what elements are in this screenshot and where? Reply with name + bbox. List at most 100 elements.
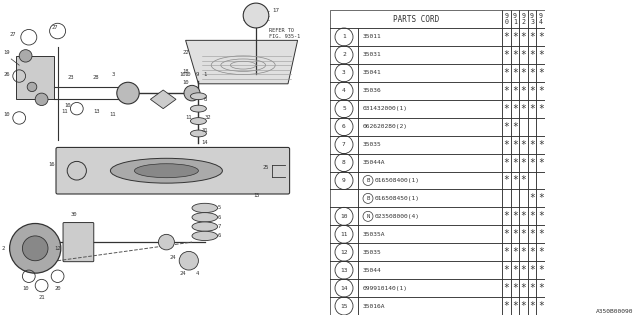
Text: *: * (529, 157, 535, 168)
Text: 9: 9 (195, 72, 198, 77)
Text: *: * (512, 211, 518, 221)
Text: *: * (512, 86, 518, 96)
Text: 9
4: 9 4 (539, 12, 543, 26)
Text: *: * (504, 68, 509, 78)
Text: *: * (512, 265, 518, 275)
Text: 28: 28 (93, 75, 99, 80)
Text: *: * (520, 157, 527, 168)
Circle shape (184, 85, 200, 101)
Text: 23: 23 (67, 75, 74, 80)
Text: 35035: 35035 (363, 250, 381, 255)
Text: 1: 1 (342, 35, 346, 39)
Text: *: * (529, 50, 535, 60)
Text: 031432000(1): 031432000(1) (363, 106, 408, 111)
Text: *: * (504, 265, 509, 275)
FancyBboxPatch shape (63, 222, 93, 262)
Text: 10: 10 (179, 72, 186, 77)
Circle shape (19, 50, 32, 62)
Text: 8: 8 (204, 97, 207, 102)
Ellipse shape (192, 231, 218, 241)
Text: *: * (538, 104, 543, 114)
Text: *: * (504, 157, 509, 168)
Ellipse shape (191, 118, 206, 124)
Text: N: N (366, 214, 370, 219)
Text: *: * (529, 104, 535, 114)
Text: 14: 14 (340, 285, 348, 291)
Text: 22: 22 (182, 50, 189, 55)
Text: *: * (538, 247, 543, 257)
Text: 12: 12 (54, 246, 61, 251)
Text: 15: 15 (253, 193, 259, 198)
Text: *: * (520, 301, 527, 311)
Text: *: * (504, 104, 509, 114)
Circle shape (67, 161, 86, 180)
Text: 016508400(1): 016508400(1) (375, 178, 420, 183)
FancyBboxPatch shape (56, 148, 290, 194)
Text: 35044: 35044 (363, 268, 381, 273)
Text: 35044A: 35044A (363, 160, 385, 165)
Text: *: * (512, 157, 518, 168)
Text: 9
3: 9 3 (530, 12, 534, 26)
Text: 099910140(1): 099910140(1) (363, 285, 408, 291)
Text: 35035A: 35035A (363, 232, 385, 237)
Circle shape (27, 82, 36, 92)
Ellipse shape (134, 164, 198, 178)
Text: 10: 10 (64, 103, 70, 108)
Text: *: * (512, 140, 518, 149)
Text: 11: 11 (61, 109, 67, 114)
Text: *: * (512, 32, 518, 42)
Circle shape (22, 236, 48, 261)
Text: *: * (504, 50, 509, 60)
Text: 20: 20 (54, 286, 61, 291)
Text: *: * (538, 140, 543, 149)
Text: *: * (504, 301, 509, 311)
Text: 016508450(1): 016508450(1) (375, 196, 420, 201)
Text: 13: 13 (340, 268, 348, 273)
Text: *: * (520, 68, 527, 78)
Text: *: * (520, 229, 527, 239)
Text: B: B (366, 178, 370, 183)
FancyBboxPatch shape (16, 56, 54, 99)
Text: *: * (504, 211, 509, 221)
Text: *: * (529, 301, 535, 311)
Text: 25: 25 (262, 165, 269, 170)
Text: 10: 10 (22, 286, 29, 291)
Text: *: * (512, 301, 518, 311)
Text: *: * (504, 122, 509, 132)
Text: 17: 17 (272, 8, 279, 13)
Circle shape (243, 3, 269, 28)
Text: 5: 5 (342, 106, 346, 111)
Text: 10: 10 (182, 80, 189, 85)
Text: 4: 4 (195, 271, 198, 276)
Text: 14: 14 (202, 140, 208, 145)
Ellipse shape (192, 222, 218, 231)
Text: 27: 27 (10, 32, 16, 37)
Text: 35035: 35035 (363, 142, 381, 147)
Text: *: * (504, 229, 509, 239)
Text: 3: 3 (342, 70, 346, 75)
Text: *: * (529, 229, 535, 239)
Text: *: * (529, 283, 535, 293)
Text: *: * (538, 211, 543, 221)
Text: 35031: 35031 (363, 52, 381, 57)
Text: 18: 18 (182, 69, 189, 74)
Text: 10: 10 (340, 214, 348, 219)
Text: *: * (520, 32, 527, 42)
Text: 35016A: 35016A (363, 304, 385, 308)
Circle shape (158, 234, 174, 250)
Text: 2: 2 (342, 52, 346, 57)
Text: *: * (520, 104, 527, 114)
Text: 9
0: 9 0 (504, 12, 508, 26)
Text: 11: 11 (109, 112, 115, 117)
Ellipse shape (191, 105, 206, 112)
Text: *: * (512, 247, 518, 257)
Text: *: * (520, 265, 527, 275)
Ellipse shape (111, 158, 223, 183)
Circle shape (35, 93, 48, 106)
Text: 24: 24 (179, 271, 186, 276)
Circle shape (179, 252, 198, 270)
Text: *: * (538, 86, 543, 96)
Text: *: * (538, 157, 543, 168)
Text: *: * (538, 301, 543, 311)
Text: 8: 8 (342, 160, 346, 165)
